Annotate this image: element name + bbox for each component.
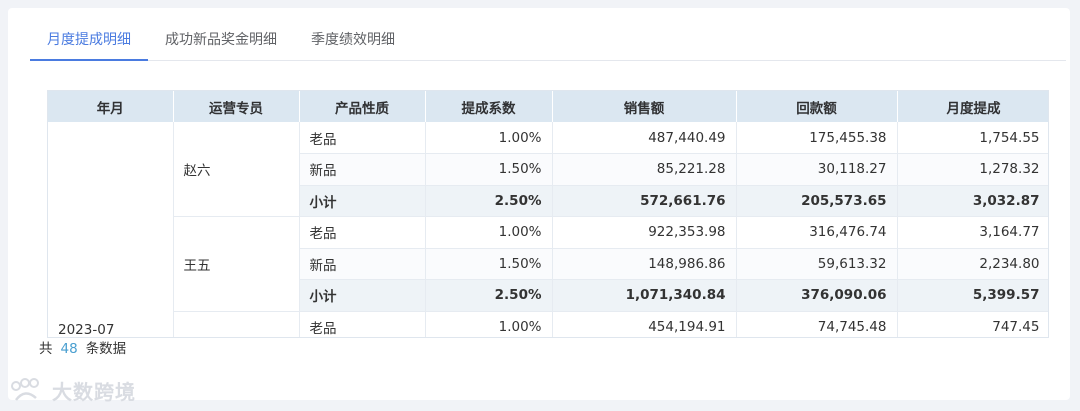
month-cell: 2023-07 [48, 122, 174, 337]
commission-table-container[interactable]: 年月 运营专员 产品性质 提成系数 销售额 回款额 月度提成 2023-07 赵六 老品 1.00… [47, 90, 1049, 338]
tab-0[interactable]: 月度提成明细 [30, 20, 148, 61]
commission-table: 年月 运营专员 产品性质 提成系数 销售额 回款额 月度提成 2023-07 赵六 老品 1.00… [48, 91, 1048, 337]
commission-cell: 1,278.32 [897, 153, 1048, 186]
commission-cell: 3,032.87 [897, 185, 1048, 217]
record-count-suffix: 条数据 [85, 341, 127, 357]
tab-bar: 月度提成明细 成功新品奖金明细 季度绩效明细 [30, 20, 1066, 61]
rate-cell: 1.00% [425, 122, 553, 154]
column-header[interactable]: 产品性质 [299, 91, 426, 122]
tab-1[interactable]: 成功新品奖金明细 [165, 32, 277, 48]
operator-cell [173, 311, 300, 337]
table-row: 新品 1.50% 148,986.86 59,613.32 2,234.80 [48, 248, 1048, 280]
received-cell: 316,476.74 [736, 216, 898, 249]
rate-cell: 1.50% [425, 248, 553, 280]
commission-cell: 747.45 [897, 311, 1048, 337]
rate-cell: 1.00% [425, 311, 553, 337]
column-header[interactable]: 销售额 [552, 91, 737, 122]
paw-logo-icon [11, 377, 39, 401]
content-card: 月度提成明细 成功新品奖金明细 季度绩效明细 年月 运营专员 产品性质 提成系数 销售额 回款… [8, 8, 1070, 400]
watermark-text: 大数跨境 [52, 380, 136, 404]
commission-cell: 5,399.57 [897, 279, 1048, 312]
table-row: 2023-07 赵六 老品 1.00% 487,440.49 175,455.38 1,75… [48, 122, 1048, 337]
subtotal-row: 小计 2.50% 572,661.76 205,573.65 3,032.87 [48, 185, 1048, 217]
sales-cell: 922,353.98 [552, 216, 737, 249]
product-type-cell: 小计 [299, 185, 426, 217]
commission-cell: 1,754.55 [897, 122, 1048, 154]
product-type-cell: 老品 [299, 311, 426, 337]
record-count-value: 48 [60, 341, 78, 357]
rate-cell: 2.50% [425, 279, 553, 312]
table-row: 新品 1.50% 85,221.28 30,118.27 1,278.32 [48, 153, 1048, 186]
rate-cell: 2.50% [425, 185, 553, 217]
subtotal-row: 小计 2.50% 1,071,340.84 376,090.06 5,399.57 [48, 279, 1048, 312]
sales-cell: 454,194.91 [552, 311, 737, 337]
record-count-prefix: 共 [39, 341, 53, 357]
tab-2[interactable]: 季度绩效明细 [311, 32, 395, 48]
rate-cell: 1.50% [425, 153, 553, 186]
sales-cell: 487,440.49 [552, 122, 737, 154]
product-type-cell: 老品 [299, 122, 426, 154]
received-cell: 30,118.27 [736, 153, 898, 186]
commission-cell: 2,234.80 [897, 248, 1048, 280]
table-header-row: 年月 运营专员 产品性质 提成系数 销售额 回款额 月度提成 [48, 91, 1048, 122]
sales-cell: 85,221.28 [552, 153, 737, 186]
product-type-cell: 小计 [299, 279, 426, 312]
received-cell: 376,090.06 [736, 279, 898, 312]
column-header[interactable]: 提成系数 [425, 91, 553, 122]
received-cell: 74,745.48 [736, 311, 898, 337]
column-header[interactable]: 运营专员 [173, 91, 300, 122]
sales-cell: 572,661.76 [552, 185, 737, 217]
operator-cell: 王五 [173, 216, 300, 312]
product-type-cell: 新品 [299, 153, 426, 186]
product-type-cell: 新品 [299, 248, 426, 280]
watermark: 大数跨境 [10, 376, 136, 405]
operator-cell: 赵六 [173, 122, 300, 217]
table-row: 王五 老品 1.00% 922,353.98 316,476.74 3,164.77 [48, 216, 1048, 312]
rate-cell: 1.00% [425, 216, 553, 249]
received-cell: 175,455.38 [736, 122, 898, 154]
received-cell: 59,613.32 [736, 248, 898, 280]
received-cell: 205,573.65 [736, 185, 898, 217]
table-row: 老品 1.00% 454,194.91 74,745.48 747.45 [48, 311, 1048, 337]
product-type-cell: 老品 [299, 216, 426, 249]
column-header[interactable]: 月度提成 [897, 91, 1048, 122]
column-header[interactable]: 回款额 [736, 91, 898, 122]
sales-cell: 1,071,340.84 [552, 279, 737, 312]
record-count: 共 48 条数据 [39, 337, 126, 357]
column-header[interactable]: 年月 [48, 91, 174, 122]
sales-cell: 148,986.86 [552, 248, 737, 280]
commission-cell: 3,164.77 [897, 216, 1048, 249]
